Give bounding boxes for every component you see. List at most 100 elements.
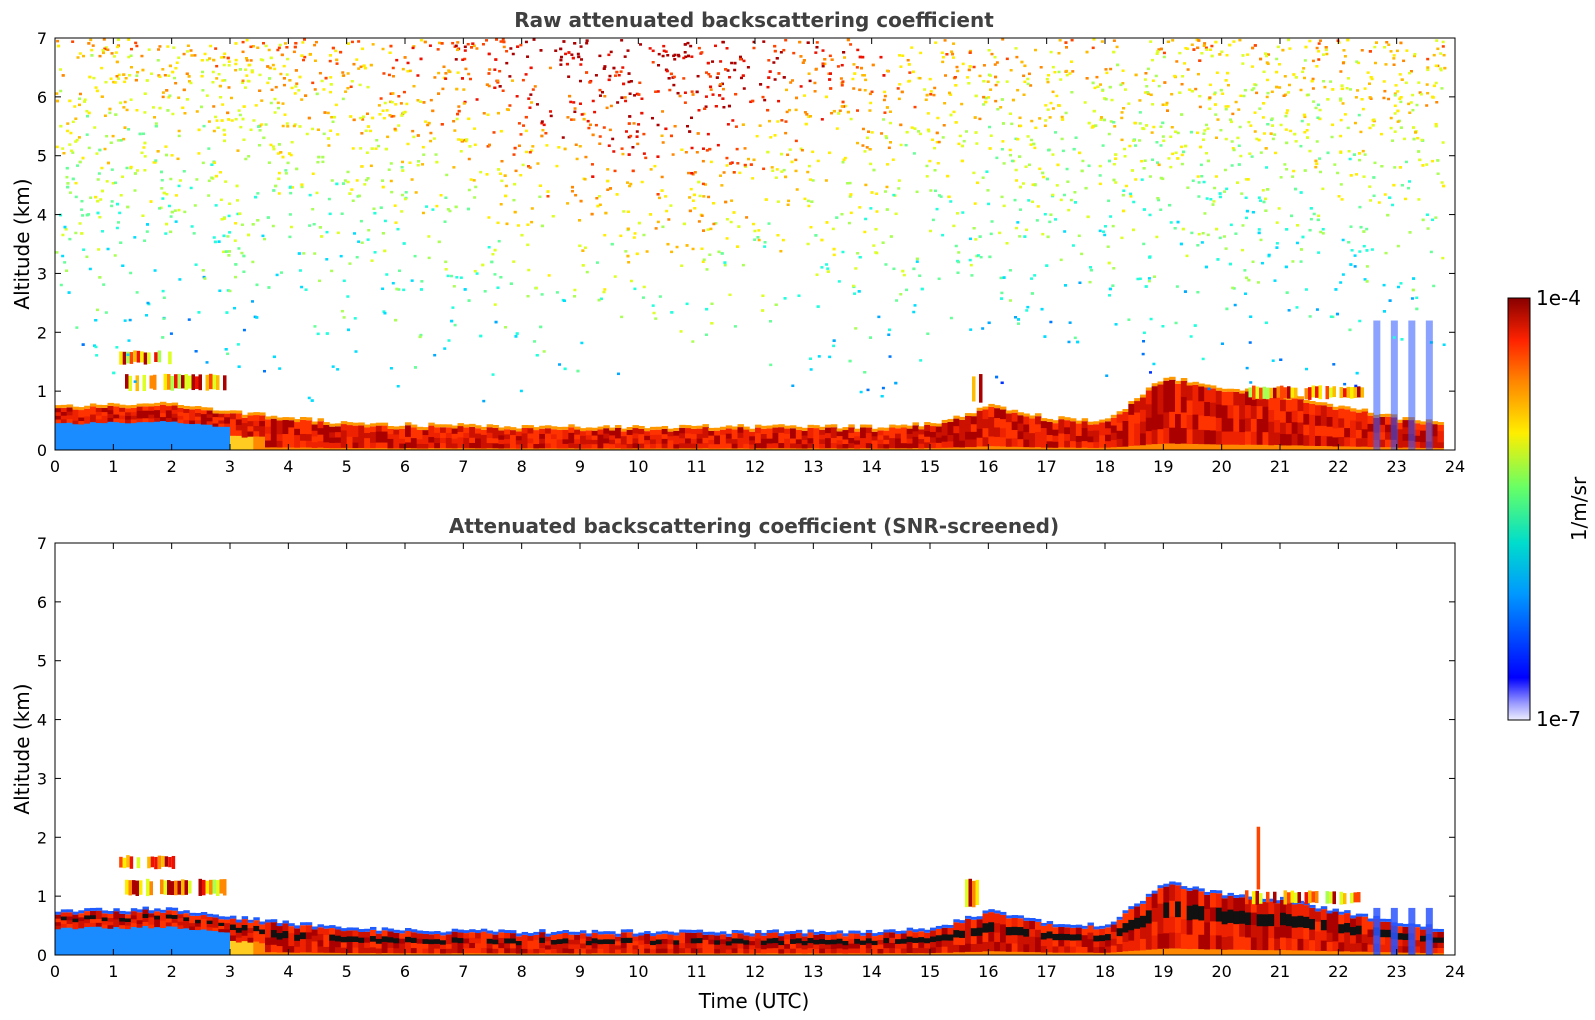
top-boundary-layer-cell [1122,429,1129,439]
noise-cell [1238,38,1242,42]
top-boundary-layer-cell [830,442,838,449]
noise-cell [709,227,713,231]
top-boundary-layer-cell [1239,431,1246,445]
noise-cell [985,170,989,173]
top-boundary-layer-edge [1029,415,1036,419]
top-boundary-layer-cell [743,438,750,444]
top-surface-cell [1268,444,1275,450]
noise-cell [499,129,503,133]
noise-cell [153,161,157,164]
noise-cell [1014,137,1018,141]
noise-cell [129,65,133,69]
top-boundary-layer-cell [521,427,529,434]
top-boundary-layer-edge [1087,421,1094,425]
top-boundary-layer-cell [615,432,622,439]
noise-cell [899,292,903,296]
noise-cell [540,224,544,228]
top-boundary-layer-cell [591,435,599,440]
top-boundary-layer-edge [381,422,389,426]
noise-cell [340,309,344,313]
noise-cell [947,195,951,199]
noise-cell [995,156,999,160]
top-boundary-layer-cell [714,430,721,436]
top-boundary-layer-cell [451,433,459,439]
noise-cell [230,119,234,122]
top-elevated-layer-cell [1339,387,1343,399]
noise-cell [1361,149,1365,153]
noise-cell [1076,340,1080,344]
noise-cell [1089,266,1093,269]
top-boundary-layer-cell [224,423,231,427]
top-surface-cell [1385,446,1392,450]
top-boundary-layer-edge [270,415,278,419]
noise-cell [1388,299,1392,302]
noise-cell [1232,40,1236,43]
noise-cell [794,169,798,173]
top-boundary-layer-cell [1192,428,1199,444]
top-boundary-layer-cell [1215,417,1223,432]
noise-cell [623,55,627,58]
top-surface-cell [760,447,768,450]
noise-cell [821,49,825,52]
noise-cell [664,50,668,53]
noise-cell [519,389,523,393]
top-boundary-layer-cell [655,438,663,444]
noise-cell [112,371,116,375]
noise-cell [978,117,982,121]
noise-cell [1360,98,1364,101]
noise-cell [1345,86,1349,90]
noise-cell [978,74,982,78]
top-boundary-layer-cell [247,425,254,432]
noise-cell [640,97,644,100]
top-boundary-layer-cell [323,425,330,432]
noise-cell [1308,228,1312,232]
noise-cell [1080,169,1084,173]
top-boundary-layer-edge [527,425,534,429]
noise-cell [720,82,724,86]
noise-cell [145,314,149,317]
noise-cell [164,145,168,148]
noise-cell [888,110,892,113]
noise-cell [145,230,149,233]
noise-cell [1150,131,1154,134]
noise-cell [869,162,873,166]
noise-cell [119,101,123,105]
top-boundary-layer-edge [784,425,791,429]
top-boundary-layer-cell [247,431,254,437]
top-boundary-layer-cell [358,436,365,443]
noise-cell [71,177,75,181]
noise-cell [828,54,832,58]
noise-cell [90,48,94,52]
noise-cell [738,57,742,61]
top-surface-cell [440,447,447,450]
noise-cell [1147,279,1151,283]
top-boundary-layer-edge [66,404,74,408]
top-boundary-layer-cell [171,413,179,418]
top-boundary-layer-edge [1128,401,1135,405]
top-surface-cell [1315,445,1322,450]
noise-cell [1265,61,1269,64]
top-boundary-layer-edge [515,428,523,432]
noise-cell [279,271,283,274]
noise-cell [1167,157,1171,160]
noise-cell [633,94,637,97]
noise-cell [156,150,160,153]
noise-cell [100,166,104,170]
noise-cell [1121,82,1125,85]
noise-cell [1025,309,1029,312]
noise-cell [363,183,367,186]
top-surface-cell [935,447,943,450]
top-boundary-layer-edge [545,425,552,429]
noise-cell [410,279,414,282]
top-boundary-layer-cell [1011,412,1019,422]
noise-cell [482,399,486,403]
top-boundary-layer-cell [778,427,785,433]
top-boundary-layer-cell [60,415,68,420]
top-boundary-layer-edge [755,424,762,428]
top-surface-cell [1064,447,1071,450]
top-boundary-layer-cell [935,426,943,433]
top-boundary-layer-edge [737,424,744,428]
top-boundary-layer-cell [1210,416,1217,431]
noise-cell [351,147,355,150]
top-boundary-layer-cell [1221,391,1229,406]
